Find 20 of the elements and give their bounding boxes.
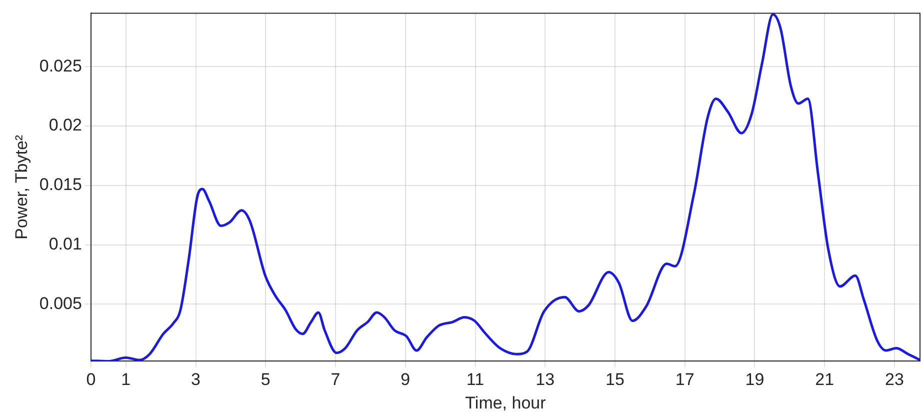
y-axis-title: Power, Tbyte² — [12, 134, 31, 240]
x-tick-label: 13 — [536, 370, 555, 390]
x-axis-title: Time, hour — [465, 393, 546, 412]
x-tick-label: 0 — [86, 370, 96, 390]
x-tick-label: 7 — [330, 370, 340, 390]
x-tick-label: 23 — [885, 370, 904, 390]
x-tick-label: 3 — [191, 370, 200, 390]
x-tick-label: 15 — [606, 370, 624, 390]
x-tick-label: 21 — [815, 370, 834, 390]
x-tick-label: 5 — [260, 370, 270, 390]
x-tick-label: 11 — [466, 370, 484, 390]
y-tick-label: 0.025 — [39, 56, 82, 76]
y-tick-label: 0.005 — [39, 294, 82, 313]
x-tick-label: 9 — [400, 370, 410, 390]
x-tick-label: 17 — [675, 370, 694, 390]
y-tick-label: 0.01 — [48, 234, 82, 254]
y-tick-label: 0.015 — [39, 175, 82, 194]
x-tick-label: 1 — [121, 370, 131, 390]
x-tick-label: 19 — [745, 370, 764, 390]
y-tick-label: 0.02 — [48, 116, 82, 135]
